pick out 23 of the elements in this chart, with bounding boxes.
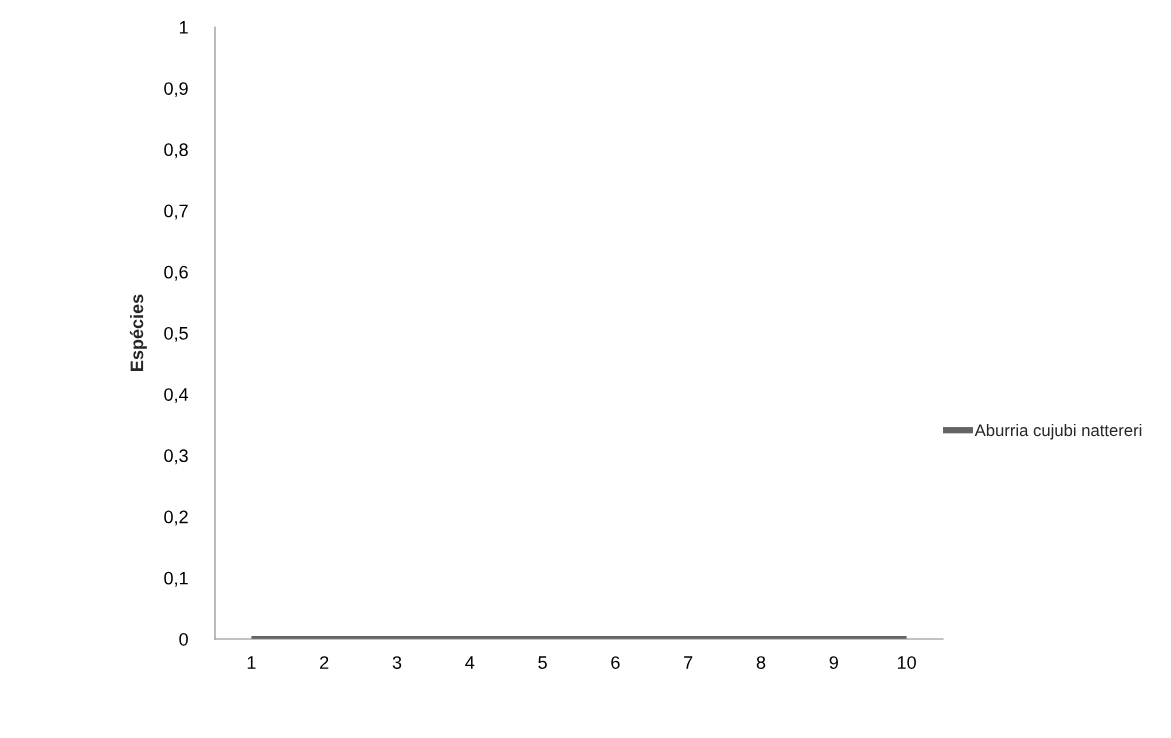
legend-label: Aburria cujubi nattereri (974, 423, 1142, 440)
x-tick-label: 7 (684, 656, 693, 669)
x-tick-label: 3 (392, 656, 402, 669)
y-tick-label: 0,6 (164, 265, 188, 281)
x-tick-label: 1 (247, 656, 256, 669)
y-tick-label: 0,2 (164, 510, 188, 526)
y-tick-label: 0 (179, 632, 188, 646)
x-tick-label: 4 (465, 656, 475, 669)
y-tick-label: 0,9 (164, 82, 188, 98)
x-tick-label: 9 (829, 656, 838, 669)
x-tick-label: 2 (320, 656, 329, 669)
x-tick-label: 8 (756, 656, 766, 669)
y-tick-label: 0,4 (164, 388, 189, 404)
y-tick-label: 1 (179, 21, 188, 34)
y-tick-label: 0,3 (164, 449, 188, 465)
y-tick-label: 0,1 (164, 571, 188, 587)
y-tick-label: 0,8 (164, 143, 188, 159)
x-tick-label: 5 (538, 656, 547, 669)
y-axis-title: Espécies (129, 294, 147, 371)
y-tick-label: 0,5 (164, 326, 188, 342)
x-tick-label: 10 (897, 656, 916, 669)
x-tick-label: 6 (611, 656, 620, 669)
y-tick-label: 0,7 (164, 204, 188, 220)
